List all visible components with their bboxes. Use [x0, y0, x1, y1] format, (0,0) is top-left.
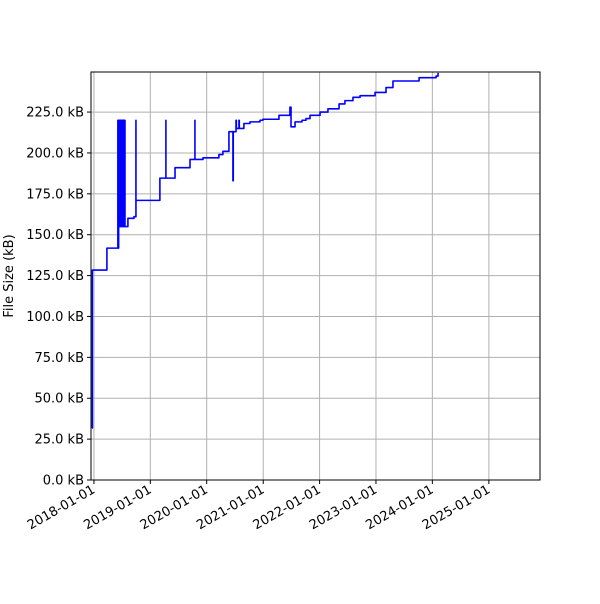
file-size-line [92, 73, 438, 428]
grid [91, 72, 540, 480]
y-tick-label: 200.0 kB [26, 146, 84, 161]
y-tick-label: 175.0 kB [26, 187, 84, 202]
y-tick-label: 150.0 kB [26, 228, 84, 243]
y-tick-label: 50.0 kB [34, 392, 84, 407]
series-layer [92, 73, 438, 428]
x-axis: 2018-01-012019-01-012020-01-012021-01-01… [25, 480, 493, 533]
y-tick-label: 25.0 kB [34, 433, 84, 448]
y-tick-label: 0.0 kB [43, 474, 84, 489]
y-axis: 0.0 kB 25.0 kB 50.0 kB 75.0 kB 100.0 kB 125.0… [26, 106, 91, 489]
y-tick-label: 100.0 kB [26, 310, 84, 325]
y-tick-label: 125.0 kB [26, 269, 84, 284]
y-tick-label: 225.0 kB [26, 106, 84, 121]
y-axis-label: File Size (kB) [2, 234, 17, 317]
y-tick-label: 75.0 kB [34, 351, 84, 366]
